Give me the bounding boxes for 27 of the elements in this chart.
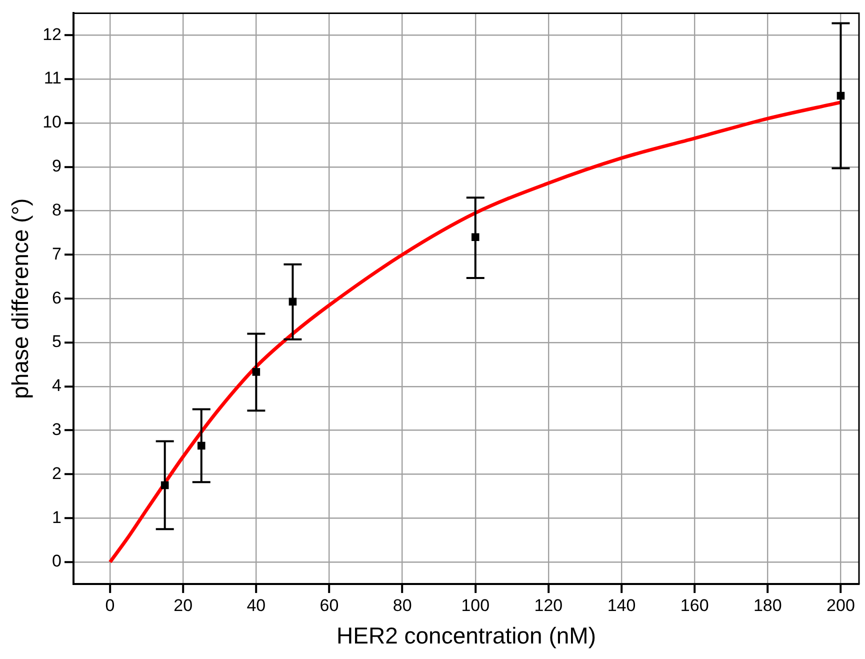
y-tick-label: 2 [52, 464, 62, 483]
y-tick-label: 3 [52, 420, 62, 440]
y-tick-label: 6 [52, 288, 62, 308]
y-tick-label: 11 [44, 68, 62, 88]
y-axis-title: phase difference (°) [7, 198, 34, 399]
x-axis-title: HER2 concentration (nM) [336, 622, 596, 649]
x-tick-label: 0 [105, 596, 115, 615]
x-tick-label: 100 [461, 596, 490, 615]
x-tick-label: 40 [246, 596, 266, 615]
x-tick-label: 200 [826, 596, 855, 615]
x-tick-label: 20 [174, 596, 193, 615]
y-tick-label: 9 [52, 156, 62, 176]
x-tick-label: 140 [607, 596, 636, 615]
y-tick-label: 12 [42, 24, 62, 44]
y-tick-label: 10 [42, 112, 62, 132]
x-tick-label: 60 [320, 596, 339, 615]
y-tick-label: 8 [52, 200, 62, 220]
y-tick-label: 1 [52, 508, 62, 527]
y-tick-label: 5 [52, 332, 62, 352]
y-tick-label: 4 [52, 376, 62, 396]
x-tick-label: 80 [392, 596, 412, 615]
x-tick-label: 120 [534, 596, 563, 615]
x-tick-label: 160 [680, 596, 709, 615]
x-tick-label: 180 [753, 596, 782, 615]
line-series [108, 100, 842, 564]
y-tick-label: 7 [52, 244, 62, 264]
y-tick-label: 0 [52, 552, 62, 571]
